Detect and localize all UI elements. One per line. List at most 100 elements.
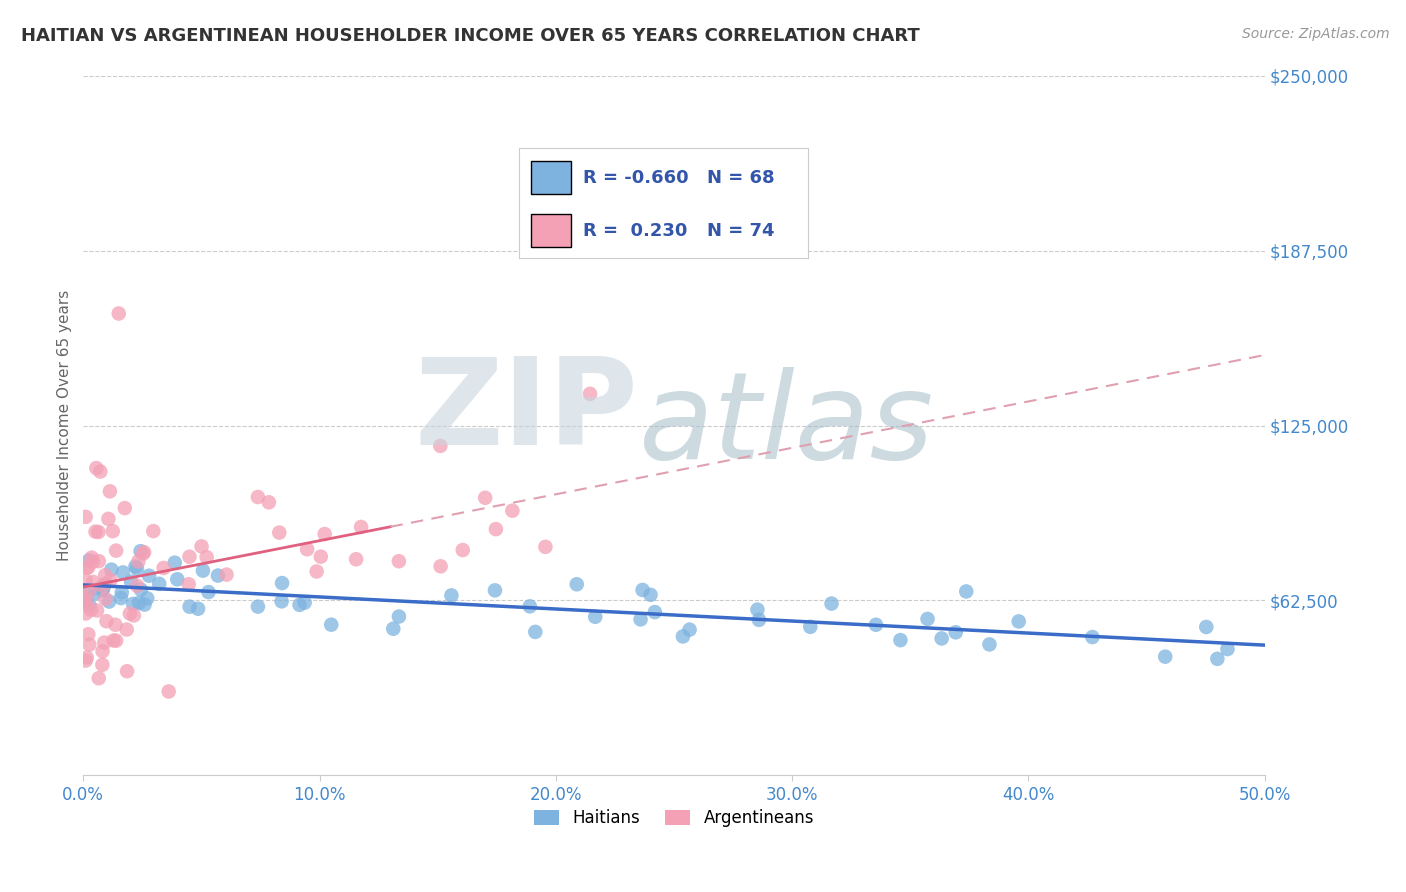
- Point: [630, 612, 652, 626]
- Point: [84, 524, 107, 539]
- Point: [87, 671, 110, 685]
- Point: [103, 633, 125, 648]
- Point: [93, 635, 115, 649]
- Point: [565, 577, 588, 591]
- Point: [80, 603, 103, 617]
- Point: [100, 563, 122, 577]
- Point: [77, 560, 100, 574]
- Point: [118, 607, 141, 621]
- Point: [129, 544, 152, 558]
- Text: Source: ZipAtlas.com: Source: ZipAtlas.com: [1241, 27, 1389, 41]
- Point: [132, 545, 155, 559]
- Point: [889, 633, 911, 648]
- Point: [931, 632, 953, 646]
- Point: [344, 552, 367, 566]
- Point: [524, 624, 547, 639]
- Text: N = 68: N = 68: [707, 169, 775, 187]
- Point: [91, 644, 114, 658]
- Point: [75, 607, 97, 621]
- Point: [97, 512, 120, 526]
- Point: [111, 566, 134, 580]
- Point: [128, 596, 150, 610]
- Point: [917, 612, 939, 626]
- Y-axis label: Householder Income Over 65 years: Householder Income Over 65 years: [58, 290, 72, 561]
- Point: [134, 598, 156, 612]
- Point: [1206, 652, 1229, 666]
- Point: [294, 596, 316, 610]
- Point: [138, 568, 160, 582]
- Point: [1154, 649, 1177, 664]
- Point: [75, 593, 97, 607]
- Point: [197, 585, 219, 599]
- Point: [163, 556, 186, 570]
- Point: [110, 591, 132, 605]
- Point: [89, 465, 111, 479]
- Point: [87, 554, 110, 568]
- Point: [295, 542, 318, 557]
- Text: R =  0.230: R = 0.230: [582, 222, 688, 240]
- Point: [314, 527, 336, 541]
- Point: [152, 561, 174, 575]
- Point: [485, 522, 508, 536]
- Point: [101, 524, 124, 538]
- Point: [91, 579, 114, 593]
- Point: [979, 637, 1001, 651]
- Point: [87, 524, 110, 539]
- Point: [96, 614, 118, 628]
- Point: [79, 583, 101, 598]
- Point: [519, 599, 541, 614]
- Point: [105, 543, 128, 558]
- Point: [644, 605, 666, 619]
- Point: [388, 554, 411, 568]
- Point: [98, 484, 121, 499]
- Point: [631, 582, 654, 597]
- Point: [350, 520, 373, 534]
- Point: [257, 495, 280, 509]
- Point: [640, 588, 662, 602]
- FancyBboxPatch shape: [530, 161, 571, 194]
- Point: [269, 525, 291, 540]
- Point: [120, 574, 142, 589]
- Point: [98, 594, 121, 608]
- Point: [429, 559, 451, 574]
- Point: [820, 597, 842, 611]
- Point: [207, 568, 229, 582]
- Point: [195, 550, 218, 565]
- Point: [1081, 630, 1104, 644]
- Point: [94, 568, 117, 582]
- Point: [107, 306, 129, 320]
- Point: [94, 577, 117, 591]
- Point: [127, 579, 149, 593]
- Legend: Haitians, Argentineans: Haitians, Argentineans: [527, 802, 821, 834]
- Point: [678, 623, 700, 637]
- Text: N = 74: N = 74: [707, 222, 775, 240]
- Point: [80, 550, 103, 565]
- Point: [246, 490, 269, 504]
- Point: [271, 576, 294, 591]
- Point: [321, 617, 343, 632]
- Point: [579, 386, 602, 401]
- Point: [136, 591, 159, 606]
- Point: [91, 582, 114, 596]
- Point: [215, 567, 238, 582]
- Point: [82, 574, 104, 589]
- Point: [672, 629, 695, 643]
- Point: [77, 553, 100, 567]
- Point: [429, 439, 451, 453]
- Point: [125, 561, 148, 575]
- Point: [75, 509, 97, 524]
- Point: [191, 564, 214, 578]
- Point: [75, 574, 97, 588]
- Point: [955, 584, 977, 599]
- Point: [76, 561, 98, 575]
- Point: [100, 573, 122, 587]
- Point: [79, 582, 101, 597]
- Point: [501, 504, 523, 518]
- Point: [179, 549, 201, 564]
- FancyBboxPatch shape: [530, 214, 571, 247]
- Point: [583, 609, 606, 624]
- Point: [127, 554, 149, 568]
- Point: [440, 588, 463, 602]
- Point: [86, 603, 108, 617]
- Point: [945, 625, 967, 640]
